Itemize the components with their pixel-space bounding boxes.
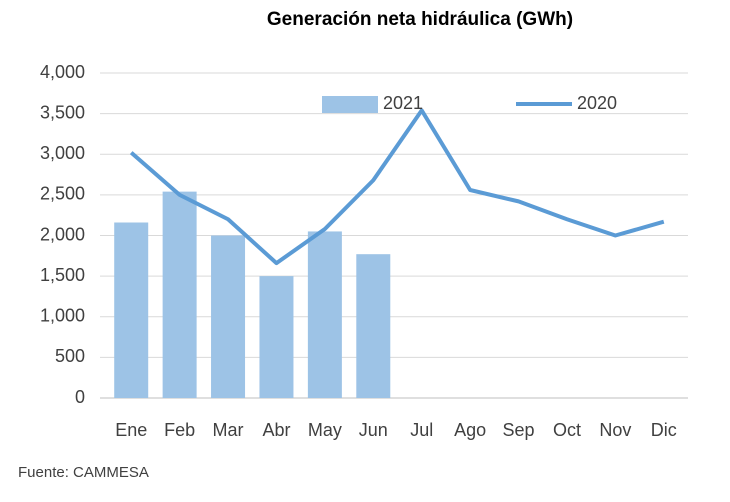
- bar: [211, 235, 246, 398]
- chart-title: Generación neta hidráulica (GWh): [267, 9, 573, 30]
- x-tick-label: Dic: [651, 420, 677, 440]
- bar: [259, 276, 294, 398]
- y-tick-label: 3,500: [40, 102, 85, 122]
- y-tick-label: 2,000: [40, 224, 85, 244]
- line-series: [129, 108, 665, 266]
- x-tick-label: Nov: [599, 420, 631, 440]
- y-tick-label: 2,500: [40, 184, 85, 204]
- x-tick-label: Ago: [454, 420, 486, 440]
- y-tick-label: 1,500: [40, 265, 85, 285]
- y-tick-label: 0: [75, 387, 85, 407]
- y-tick-label: 3,000: [40, 143, 85, 163]
- bar: [356, 254, 391, 398]
- legend-label: 2020: [577, 93, 617, 113]
- bar: [307, 231, 342, 398]
- x-tick-label: Sep: [503, 420, 535, 440]
- y-tick-label: 4,000: [40, 62, 85, 82]
- x-tick-label: Ene: [115, 420, 147, 440]
- source-note: Fuente: CAMMESA: [18, 464, 149, 481]
- x-tick-label: Mar: [213, 420, 244, 440]
- bar: [162, 191, 197, 398]
- x-tick-label: Oct: [553, 420, 581, 440]
- x-tick-label: Jun: [359, 420, 388, 440]
- x-tick-label: Abr: [262, 420, 290, 440]
- y-tick-label: 1,000: [40, 306, 85, 326]
- legend-label: 2021: [383, 93, 423, 113]
- legend-swatch: [322, 96, 378, 113]
- x-tick-label: Feb: [164, 420, 195, 440]
- x-tick-label: Jul: [410, 420, 433, 440]
- y-tick-label: 500: [55, 346, 85, 366]
- bar: [114, 222, 149, 398]
- x-tick-label: May: [308, 420, 342, 440]
